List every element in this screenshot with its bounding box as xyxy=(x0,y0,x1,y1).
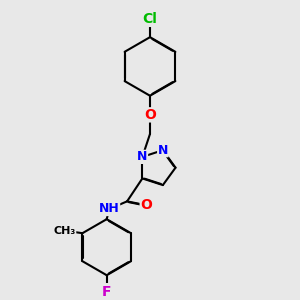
Text: NH: NH xyxy=(99,202,120,215)
Text: CH₃: CH₃ xyxy=(53,226,76,236)
Text: Cl: Cl xyxy=(142,12,158,26)
Text: F: F xyxy=(102,285,112,299)
Text: N: N xyxy=(137,150,148,164)
Text: N: N xyxy=(158,144,168,157)
Text: O: O xyxy=(144,108,156,122)
Text: O: O xyxy=(140,198,152,212)
